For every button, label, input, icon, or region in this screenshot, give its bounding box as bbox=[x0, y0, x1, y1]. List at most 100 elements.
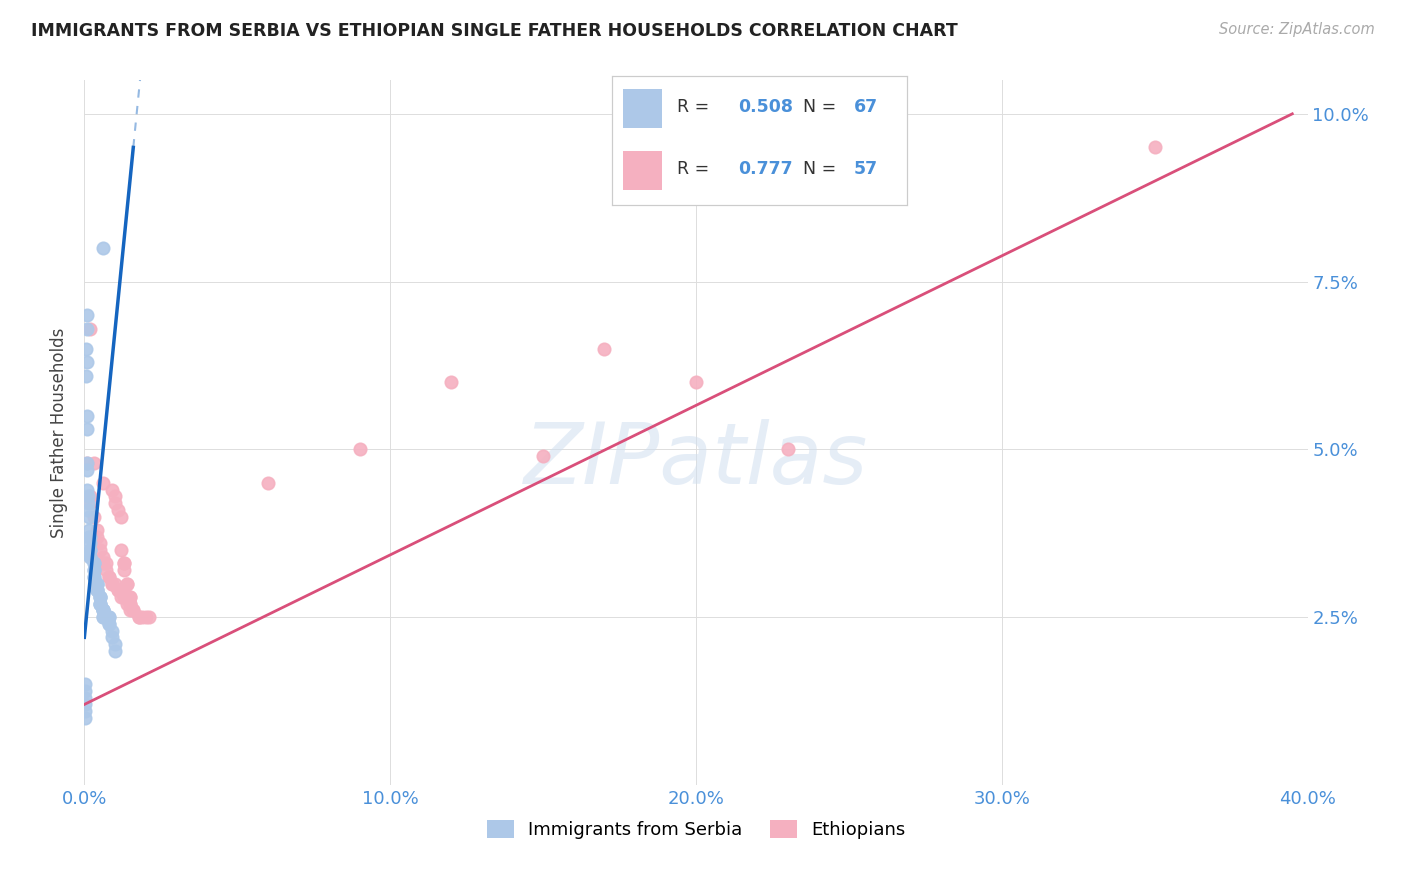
Point bbox=[89, 590, 111, 604]
Point bbox=[79, 489, 101, 503]
Point bbox=[86, 530, 108, 544]
Point bbox=[89, 597, 111, 611]
Point bbox=[94, 563, 117, 577]
Point bbox=[101, 576, 124, 591]
Text: ZIPatlas: ZIPatlas bbox=[524, 419, 868, 502]
Point bbox=[76, 456, 98, 470]
Point bbox=[94, 610, 117, 624]
Point bbox=[83, 509, 105, 524]
Point bbox=[86, 576, 108, 591]
Point bbox=[91, 610, 114, 624]
Point bbox=[86, 583, 108, 598]
Point bbox=[349, 442, 371, 457]
Point bbox=[120, 603, 142, 617]
Point bbox=[104, 576, 127, 591]
Point bbox=[83, 570, 105, 584]
Point bbox=[120, 590, 142, 604]
Point bbox=[115, 597, 138, 611]
Point bbox=[79, 549, 101, 564]
Point bbox=[776, 442, 799, 457]
Point bbox=[83, 456, 105, 470]
Point bbox=[122, 603, 145, 617]
FancyBboxPatch shape bbox=[623, 151, 662, 190]
Point bbox=[112, 557, 135, 571]
Point bbox=[112, 590, 135, 604]
Point bbox=[86, 583, 108, 598]
Point bbox=[138, 610, 160, 624]
Point bbox=[83, 570, 105, 584]
Point bbox=[91, 603, 114, 617]
Point bbox=[75, 704, 97, 718]
Point bbox=[86, 583, 108, 598]
Point bbox=[77, 489, 100, 503]
Point bbox=[83, 557, 105, 571]
Point bbox=[94, 610, 117, 624]
Point bbox=[128, 610, 150, 624]
Point bbox=[257, 475, 280, 490]
Point bbox=[120, 590, 142, 604]
Point bbox=[1143, 140, 1166, 154]
Point bbox=[94, 610, 117, 624]
Point bbox=[440, 376, 463, 390]
Point bbox=[107, 503, 129, 517]
Point bbox=[101, 630, 124, 644]
Point bbox=[120, 597, 142, 611]
Point bbox=[76, 308, 98, 322]
Text: N =: N = bbox=[792, 160, 841, 178]
Point bbox=[91, 603, 114, 617]
Point bbox=[89, 590, 111, 604]
Point bbox=[97, 570, 120, 584]
Point bbox=[76, 456, 98, 470]
Point bbox=[79, 496, 101, 510]
Point bbox=[104, 637, 127, 651]
Point bbox=[75, 698, 97, 712]
Point bbox=[77, 496, 100, 510]
Text: 0.777: 0.777 bbox=[738, 160, 793, 178]
Point bbox=[91, 549, 114, 564]
Text: R =: R = bbox=[676, 160, 714, 178]
Point bbox=[76, 321, 98, 335]
Point bbox=[104, 496, 127, 510]
Point bbox=[89, 597, 111, 611]
Point bbox=[110, 509, 132, 524]
Point bbox=[83, 563, 105, 577]
Point bbox=[685, 376, 707, 390]
Text: N =: N = bbox=[792, 98, 841, 116]
Point bbox=[94, 557, 117, 571]
Point bbox=[94, 610, 117, 624]
Point bbox=[97, 570, 120, 584]
Point bbox=[94, 610, 117, 624]
Point bbox=[83, 557, 105, 571]
Point bbox=[91, 603, 114, 617]
Point bbox=[97, 610, 120, 624]
Point bbox=[115, 576, 138, 591]
Point bbox=[76, 483, 98, 497]
Point bbox=[77, 503, 100, 517]
Point bbox=[94, 610, 117, 624]
Text: R =: R = bbox=[676, 98, 714, 116]
Point bbox=[104, 644, 127, 658]
Point bbox=[531, 449, 554, 463]
Point bbox=[97, 610, 120, 624]
Point bbox=[97, 616, 120, 631]
Point bbox=[86, 523, 108, 537]
Point bbox=[75, 711, 97, 725]
Point bbox=[86, 576, 108, 591]
Point bbox=[79, 321, 101, 335]
Text: 0.508: 0.508 bbox=[738, 98, 793, 116]
Point bbox=[89, 536, 111, 550]
Point bbox=[104, 489, 127, 503]
Y-axis label: Single Father Households: Single Father Households bbox=[51, 327, 69, 538]
FancyBboxPatch shape bbox=[623, 88, 662, 128]
Point bbox=[89, 543, 111, 558]
Point bbox=[101, 483, 124, 497]
Point bbox=[79, 530, 101, 544]
Point bbox=[86, 576, 108, 591]
Point bbox=[77, 509, 100, 524]
Point bbox=[77, 530, 100, 544]
Point bbox=[91, 557, 114, 571]
Point bbox=[120, 597, 142, 611]
Point bbox=[101, 576, 124, 591]
Point bbox=[79, 549, 101, 564]
Point bbox=[76, 422, 98, 436]
